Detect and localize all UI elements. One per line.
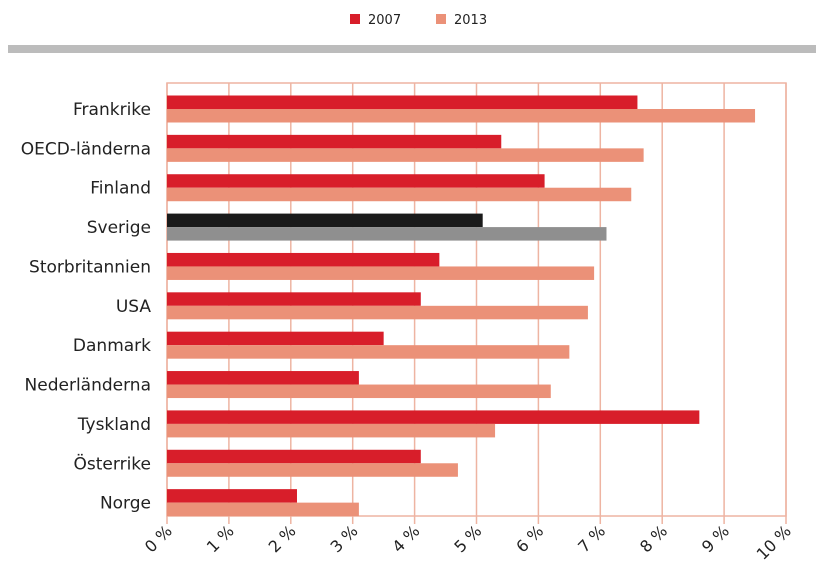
bar-usa-2007: [167, 292, 421, 306]
tick-label-6: 6 %: [512, 521, 547, 556]
tick-label-0: 0 %: [141, 521, 176, 556]
legend: 2007 2013: [350, 13, 487, 28]
bar-finland-2007: [167, 174, 545, 188]
tick-label-8: 8 %: [636, 521, 671, 556]
bar-frankrike-2007: [167, 95, 638, 109]
separator-bar: [8, 45, 816, 53]
bars: [167, 95, 756, 517]
bar-danmark-2013: [167, 345, 570, 359]
category-label-tyskland: Tyskland: [77, 415, 151, 435]
tick-label-5: 5 %: [450, 521, 485, 556]
category-label-storbritannien: Storbritannien: [29, 257, 151, 277]
category-label-oecd-landerna: OECD-länderna: [21, 139, 151, 159]
bar-tyskland-2013: [167, 423, 496, 438]
bar-osterrike-2013: [167, 463, 458, 477]
category-label-osterrike: Österrike: [74, 452, 151, 474]
bar-storbritannien-2007: [167, 252, 440, 267]
tick-label-4: 4 %: [388, 521, 423, 556]
category-label-nederlanderna: Nederländerna: [25, 376, 151, 396]
bar-danmark-2007: [167, 331, 384, 346]
bar-oecd-landerna-2007: [167, 134, 502, 149]
legend-swatch-2007: [350, 14, 360, 24]
legend-swatch-2013: [436, 14, 446, 24]
bar-norge-2007: [167, 489, 297, 503]
category-label-frankrike: Frankrike: [73, 100, 151, 120]
category-label-norge: Norge: [100, 494, 151, 514]
tick-label-1: 1 %: [203, 521, 238, 556]
tick-labels: 0 % 1 % 2 % 3 % 4 % 5 % 6 % 7 % 8 % 9 % 10 %: [141, 521, 795, 563]
tick-label-2: 2 %: [265, 521, 300, 556]
bar-nederlanderna-2007: [167, 371, 359, 385]
bar-sverige-2007: [167, 213, 483, 228]
bar-frankrike-2013: [167, 109, 756, 123]
bar-osterrike-2007: [167, 449, 421, 464]
category-label-usa: USA: [116, 297, 152, 317]
bar-tyskland-2007: [167, 410, 700, 424]
bar-finland-2013: [167, 187, 632, 202]
category-label-finland: Finland: [90, 179, 151, 199]
bar-oecd-landerna-2013: [167, 148, 644, 162]
tick-label-10: 10 %: [753, 521, 795, 563]
bar-sverige-2013: [167, 227, 607, 241]
category-label-sverige: Sverige: [87, 218, 151, 238]
legend-label-2007: 2007: [368, 13, 401, 28]
category-labels: Frankrike OECD-länderna Finland Sverige Stor…: [21, 100, 152, 514]
bar-usa-2013: [167, 305, 588, 320]
tick-label-9: 9 %: [698, 521, 733, 556]
legend-label-2013: 2013: [454, 13, 487, 28]
bar-norge-2013: [167, 502, 359, 517]
tick-label-3: 3 %: [327, 521, 362, 556]
tick-label-7: 7 %: [574, 521, 609, 556]
bar-storbritannien-2013: [167, 266, 595, 280]
category-label-danmark: Danmark: [73, 336, 151, 356]
bar-nederlanderna-2013: [167, 384, 551, 399]
